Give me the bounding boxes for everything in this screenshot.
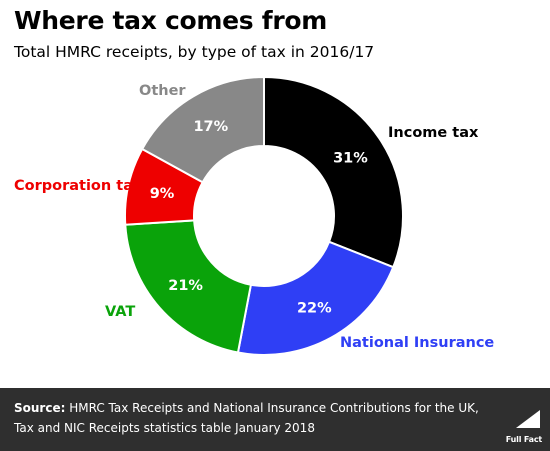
value-label-other: 17%: [193, 119, 228, 135]
source-footer: Source: HMRC Tax Receipts and National I…: [0, 388, 550, 451]
chart-title: Where tax comes from: [14, 6, 327, 35]
slice-income-tax: [263, 75, 404, 269]
source-note: Source: HMRC Tax Receipts and National I…: [14, 398, 484, 438]
chart-subtitle: Total HMRC receipts, by type of tax in 2…: [14, 43, 375, 61]
source-label: Source:: [14, 401, 66, 415]
category-label-other: Other: [139, 83, 186, 99]
logo-label: Full Fact: [505, 435, 542, 444]
slice-other: [140, 75, 265, 184]
full-fact-logo-icon: [516, 410, 540, 428]
category-label-income-tax: Income tax: [388, 125, 479, 141]
slice-vat: [124, 219, 253, 354]
category-label-vat: VAT: [105, 304, 135, 320]
category-label-corporation-tax: Corporation tax: [14, 178, 143, 194]
donut-chart: 31% Income tax 22% National Insurance 21% VAT…: [14, 75, 494, 356]
value-label-income-tax: 31%: [333, 150, 368, 166]
value-label-national-insurance: 22%: [297, 301, 332, 317]
slice-national-insurance: [236, 240, 395, 356]
donut-labels: 31% Income tax 22% National Insurance 21% VAT…: [14, 83, 494, 351]
category-label-national-insurance: National Insurance: [340, 335, 494, 351]
value-label-corporation-tax: 9%: [150, 186, 175, 202]
donut-slices: [124, 75, 404, 356]
value-label-vat: 21%: [168, 278, 203, 294]
source-body: HMRC Tax Receipts and National Insurance…: [14, 401, 479, 435]
